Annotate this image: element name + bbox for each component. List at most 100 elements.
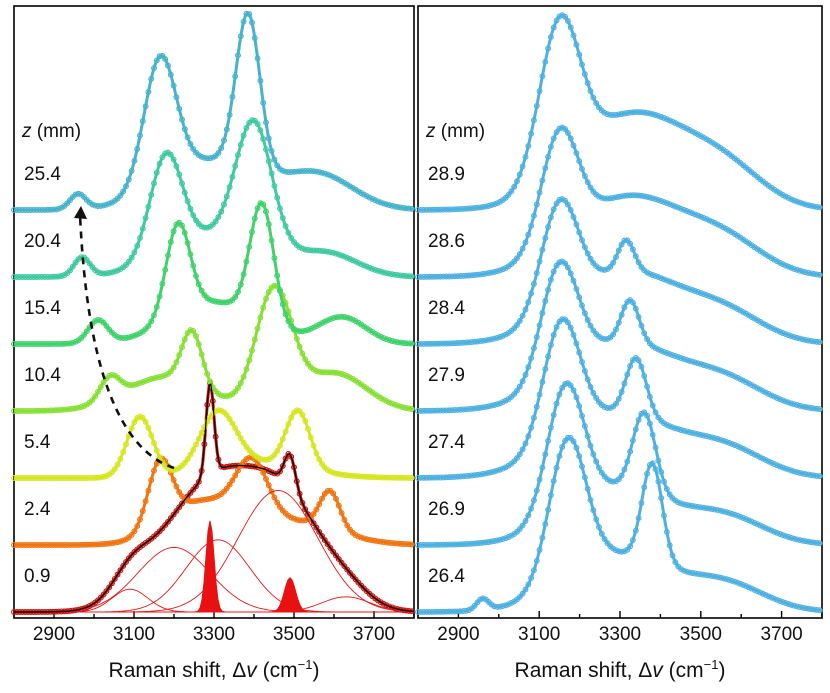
data-point <box>405 340 412 347</box>
data-point <box>218 392 225 399</box>
data-point <box>355 259 362 266</box>
data-point <box>579 165 585 172</box>
data-point <box>305 326 311 333</box>
data-point <box>593 458 600 465</box>
data-point <box>333 470 339 477</box>
data-point <box>426 206 433 213</box>
data-point <box>361 473 367 480</box>
data-point <box>310 442 317 449</box>
data-point <box>624 371 631 378</box>
data-point <box>173 507 180 514</box>
data-point <box>55 407 62 414</box>
data-point <box>771 326 778 333</box>
data-point <box>782 262 789 269</box>
data-point <box>457 541 464 548</box>
data-point <box>240 18 247 25</box>
data-point <box>408 273 415 280</box>
curve-label: 0.9 <box>24 566 50 587</box>
data-point <box>525 142 532 149</box>
data-point <box>97 384 104 390</box>
data-point <box>714 221 721 228</box>
data-point <box>125 334 132 341</box>
data-point <box>451 273 458 280</box>
data-point <box>151 375 157 382</box>
data-point <box>646 420 653 427</box>
data-point <box>426 340 433 347</box>
data-point <box>344 522 351 529</box>
data-point <box>530 414 537 421</box>
data-point <box>218 299 225 306</box>
data-point <box>170 82 177 89</box>
data-point <box>13 542 20 548</box>
data-point <box>39 542 45 548</box>
data-point <box>570 32 577 39</box>
data-point <box>426 541 433 548</box>
data-point <box>285 421 292 428</box>
data-point <box>148 75 155 82</box>
series-28.4: 28.4 <box>415 196 823 347</box>
curve-label: 26.4 <box>428 566 465 587</box>
data-point <box>50 273 57 280</box>
data-point <box>635 109 642 116</box>
data-point <box>47 407 54 414</box>
data-point <box>204 224 211 231</box>
data-point <box>330 369 337 376</box>
data-point <box>53 407 59 414</box>
data-point <box>103 270 110 277</box>
data-point <box>726 576 733 583</box>
data-point <box>361 262 367 269</box>
data-point <box>692 430 699 437</box>
data-point <box>686 209 693 216</box>
data-point <box>689 358 696 365</box>
data-point <box>446 474 453 481</box>
data-point <box>78 254 85 261</box>
data-point <box>709 218 716 225</box>
data-point <box>663 486 670 493</box>
data-point <box>669 424 676 431</box>
series-line <box>418 259 823 413</box>
data-point <box>22 207 29 213</box>
data-point <box>263 456 269 463</box>
data-point <box>598 469 605 476</box>
data-point <box>562 197 569 204</box>
data-point <box>148 191 155 198</box>
data-point <box>50 407 57 414</box>
data-point <box>587 184 594 191</box>
data-point <box>307 325 314 332</box>
data-point <box>131 419 138 426</box>
data-point <box>327 369 334 376</box>
data-point <box>785 466 792 473</box>
data-point <box>389 338 395 344</box>
z-axis-header: z (mm) <box>21 121 81 142</box>
data-point <box>44 475 51 481</box>
data-point <box>179 222 185 229</box>
data-point <box>159 373 166 380</box>
data-point <box>415 542 421 548</box>
data-point <box>533 102 540 109</box>
data-point <box>810 472 817 479</box>
data-point <box>274 194 281 201</box>
data-point <box>319 533 325 539</box>
data-point <box>477 404 484 411</box>
curve-label: 28.4 <box>428 298 465 319</box>
data-point <box>218 208 225 215</box>
data-point <box>97 474 104 481</box>
data-point <box>514 178 520 185</box>
data-point <box>465 205 472 212</box>
data-point <box>771 595 778 602</box>
data-point <box>434 273 441 280</box>
data-point <box>437 541 444 548</box>
data-point <box>666 542 673 549</box>
data-point <box>11 274 17 280</box>
data-point <box>131 381 138 388</box>
data-point <box>785 534 792 540</box>
data-point <box>587 383 594 390</box>
data-point <box>44 273 51 280</box>
data-point <box>423 407 430 414</box>
data-point <box>417 474 424 481</box>
data-point <box>644 336 651 343</box>
data-point <box>672 497 679 504</box>
data-point <box>22 407 29 414</box>
data-point <box>762 251 769 258</box>
data-point <box>352 473 359 480</box>
